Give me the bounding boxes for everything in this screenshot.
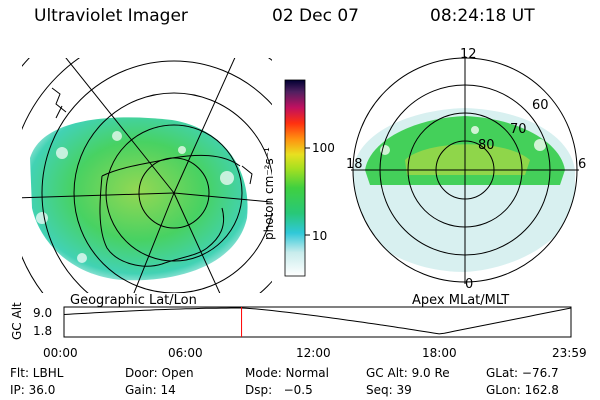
- mlt-label-18: 18: [346, 157, 363, 172]
- param-door: Door: Open: [125, 366, 194, 380]
- altitude-ylabel: GC Alt: [10, 302, 24, 340]
- xtick-2359: 23:59: [552, 346, 587, 360]
- xtick-1200: 12:00: [296, 346, 331, 360]
- magnetic-map: [351, 56, 579, 284]
- param-dsp: Dsp: −0.5: [245, 383, 313, 397]
- xtick-0000: 00:00: [43, 346, 78, 360]
- altitude-curve: [63, 307, 572, 335]
- colorbar-tick-10: 10: [312, 229, 328, 243]
- mlat-label-70: 70: [510, 122, 527, 137]
- colorbar-tick-100: 100: [312, 141, 335, 155]
- emission-region-left: [30, 117, 248, 281]
- date-label: 02 Dec 07: [272, 6, 359, 26]
- mlat-label-60: 60: [532, 98, 549, 113]
- param-glon: GLon: 162.8: [486, 383, 559, 397]
- right-panel-caption: Apex MLat/MLT: [412, 293, 510, 308]
- xtick-0600: 06:00: [168, 346, 203, 360]
- param-glat: GLat: −76.7: [486, 366, 559, 380]
- time-label: 08:24:18 UT: [430, 6, 535, 26]
- coastline: [51, 87, 253, 267]
- param-seq: Seq: 39: [366, 383, 412, 397]
- altitude-ytick-low: 1.8: [33, 324, 53, 338]
- mlat-label-80: 80: [478, 138, 495, 153]
- param-gc-alt: GC Alt: 9.0 Re: [366, 366, 450, 380]
- mlt-label-12: 12: [460, 47, 477, 62]
- param-mode: Mode: Normal: [245, 366, 329, 380]
- xtick-1800: 18:00: [422, 346, 457, 360]
- param-filter: Flt: LBHL: [10, 366, 64, 380]
- left-panel-caption: Geographic Lat/Lon: [70, 293, 197, 308]
- colorbar: [284, 79, 310, 277]
- param-gain: Gain: 14: [125, 383, 176, 397]
- altitude-plot: [63, 306, 572, 338]
- altitude-ytick-high: 9.0: [33, 306, 53, 320]
- param-ip: IP: 36.0: [10, 383, 56, 397]
- instrument-title: Ultraviolet Imager: [34, 6, 188, 26]
- colorbar-unit-label: photon cm⁻²s⁻¹: [262, 147, 276, 240]
- mlt-label-6: 6: [578, 157, 587, 172]
- geographic-map: [22, 58, 272, 293]
- mlt-label-0: 0: [465, 277, 474, 292]
